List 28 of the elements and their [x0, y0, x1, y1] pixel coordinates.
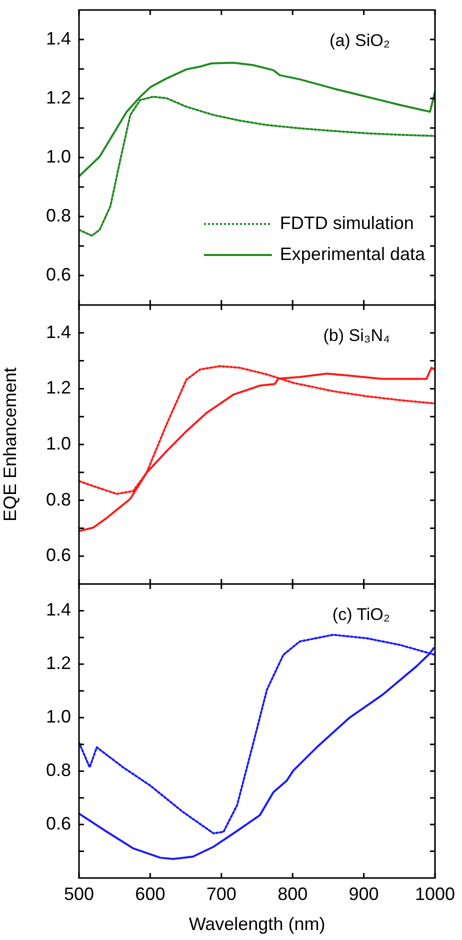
legend-label: Experimental data [280, 244, 426, 264]
y-tick-label: 1.2 [46, 653, 71, 674]
y-tick-label: 0.8 [46, 489, 71, 510]
y-tick-label: 0.6 [46, 264, 71, 284]
annotation: (b) Si₃N₄ [323, 326, 390, 345]
y-tick-label: 1.0 [46, 146, 71, 166]
legend-label: FDTD simulation [280, 212, 414, 233]
y-tick-label: 0.6 [46, 545, 71, 566]
y-tick-label: 0.6 [46, 814, 71, 834]
x-tick-label: 900 [348, 884, 379, 904]
x-tick-label: 800 [278, 884, 308, 904]
y-tick-label: 1.4 [46, 322, 71, 342]
y-tick-label: 1.2 [46, 87, 71, 108]
x-tick-label: 1000 [414, 884, 456, 904]
y-tick-label: 1.4 [46, 28, 71, 48]
y-axis-title: EQE Enhancement [0, 367, 20, 522]
x-tick-label: 500 [64, 884, 94, 904]
x-tick-label: 700 [206, 884, 236, 904]
y-tick-label: 1.4 [46, 600, 71, 620]
annotation: (c) TiO₂ [332, 605, 390, 624]
x-tick-label: 600 [135, 884, 166, 904]
y-tick-label: 1.2 [46, 378, 71, 398]
y-tick-label: 1.0 [46, 433, 71, 454]
y-tick-label: 0.8 [46, 205, 71, 226]
y-tick-label: 1.0 [46, 706, 71, 727]
x-axis-title: Wavelength (nm) [188, 914, 326, 934]
y-tick-label: 0.8 [46, 760, 71, 780]
annotation: (a) SiO₂ [330, 31, 390, 50]
